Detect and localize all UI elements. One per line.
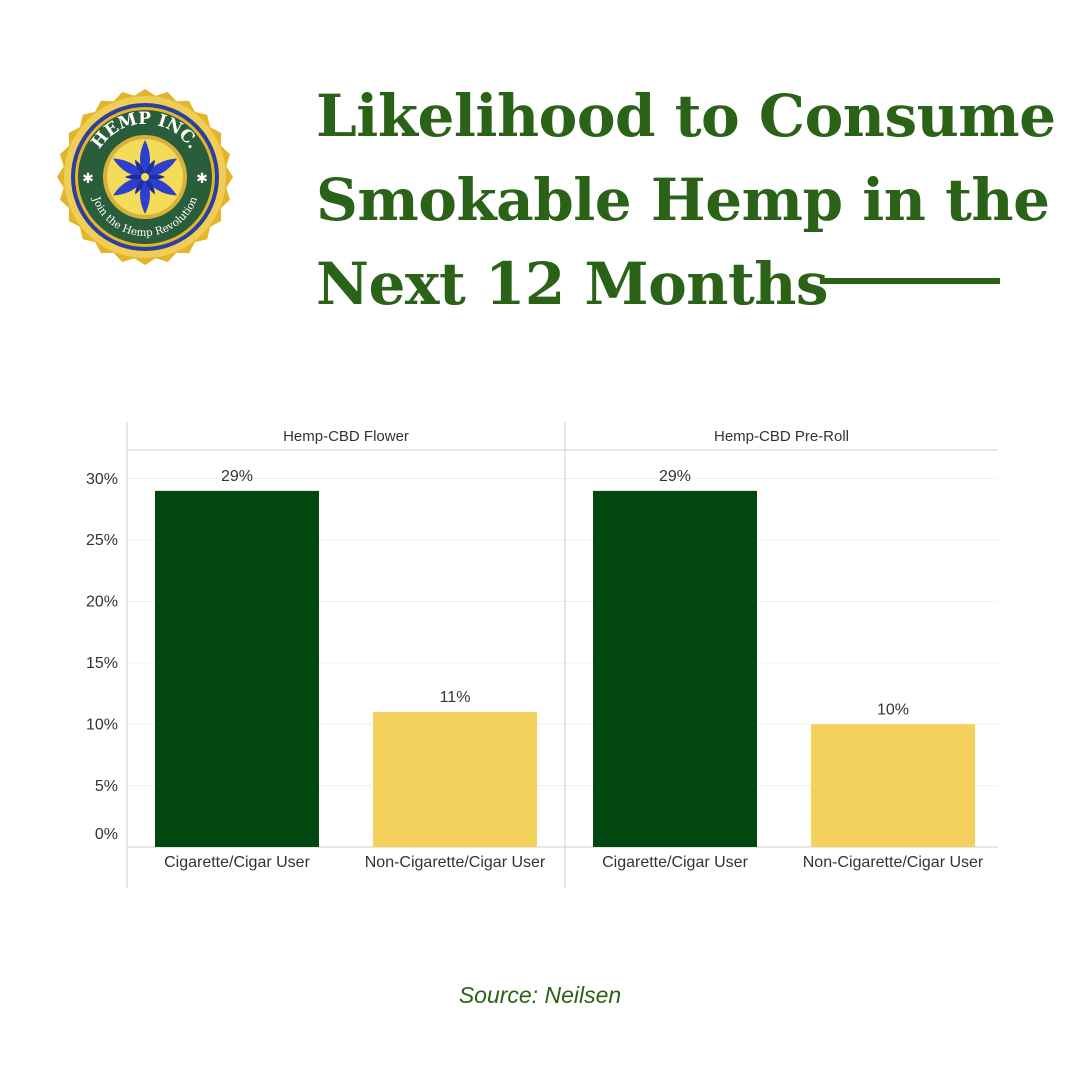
data-label: 11% xyxy=(440,689,471,706)
x-category-label: Cigarette/Cigar User xyxy=(602,854,749,871)
logo-petal xyxy=(112,158,145,178)
x-category-label: Non-Cigarette/Cigar User xyxy=(803,854,984,871)
page-title: Likelihood to Consume Smokable Hemp in t… xyxy=(316,82,1056,318)
y-tick-label: 10% xyxy=(86,716,118,733)
y-tick-label: 20% xyxy=(86,594,118,611)
data-label: 29% xyxy=(221,468,253,485)
bar xyxy=(373,711,537,847)
logo-petal xyxy=(125,174,145,180)
y-tick-label: 0% xyxy=(95,826,118,843)
logo-petal xyxy=(112,176,145,196)
y-tick-label: 30% xyxy=(86,471,118,488)
data-label: 29% xyxy=(659,468,691,485)
logo-flower-icon xyxy=(112,140,178,214)
logo-petal xyxy=(145,177,156,195)
logo-petal xyxy=(135,176,145,195)
source-caption: Source: Neilsen xyxy=(458,982,622,1008)
y-tick-label: 5% xyxy=(95,778,118,795)
title-underline xyxy=(820,278,1000,284)
bar-chart: 0% 5% 10% 15% 20% 25% 30% Hemp-CBD Flower 29% Cig… xyxy=(86,422,998,888)
panel-title: Hemp-CBD Flower xyxy=(283,428,409,445)
data-label: 10% xyxy=(877,701,909,718)
logo-petal xyxy=(145,174,165,180)
x-category-label: Cigarette/Cigar User xyxy=(164,854,311,871)
logo-star-right: ✱ xyxy=(196,170,208,186)
logo-petal xyxy=(144,176,178,196)
y-tick-label: 15% xyxy=(86,655,118,672)
logo-star-left: ✱ xyxy=(82,170,94,186)
bar xyxy=(811,724,975,847)
bar xyxy=(155,490,319,847)
x-category-label: Non-Cigarette/Cigar User xyxy=(365,854,546,871)
logo-petal xyxy=(145,158,178,178)
hemp-inc-logo: HEMP INC. Join the Hemp Revolution ✱ ✱ xyxy=(57,89,233,265)
y-tick-label: 25% xyxy=(86,532,118,549)
logo-petal xyxy=(135,159,145,177)
logo-petal xyxy=(145,159,155,177)
panel-title: Hemp-CBD Pre-Roll xyxy=(714,428,849,445)
bar xyxy=(593,490,757,847)
